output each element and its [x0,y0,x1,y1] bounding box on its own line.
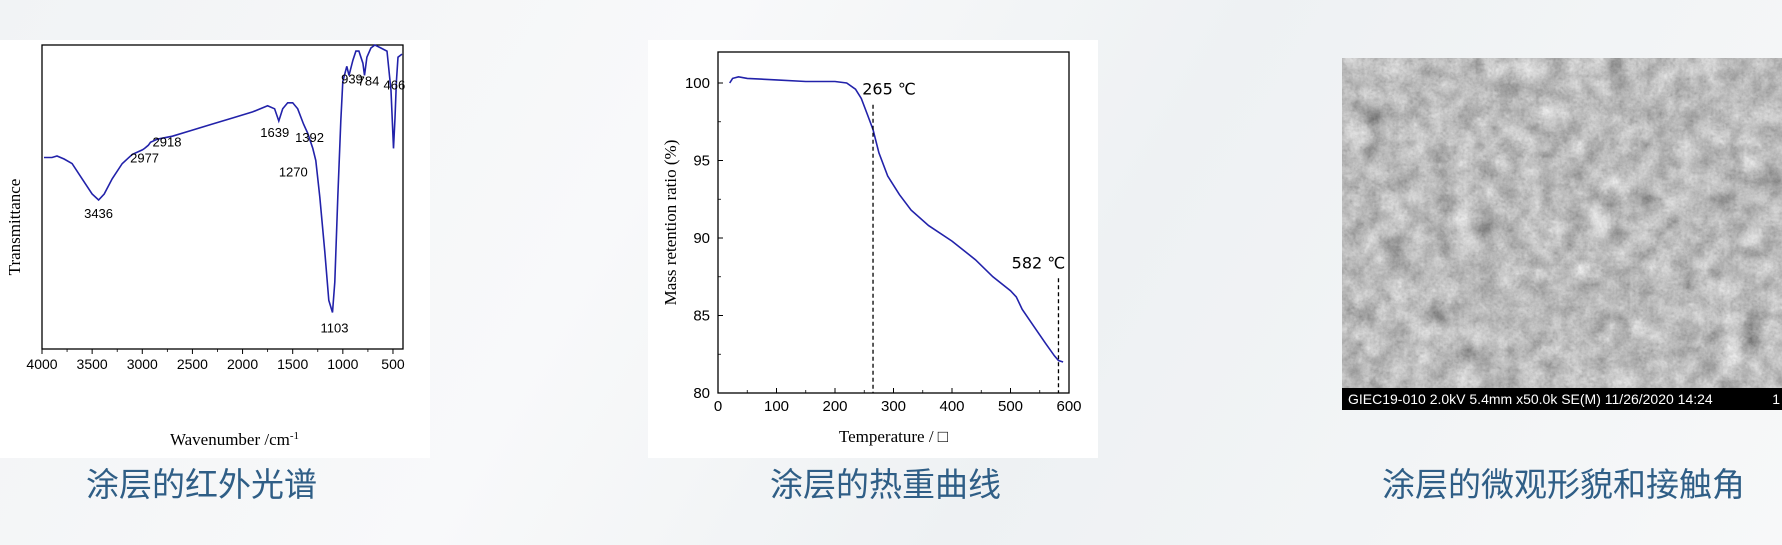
tga-x-tick-label: 600 [1056,398,1081,415]
tga-x-tick-label: 100 [764,398,789,415]
tga-y-tick-label: 85 [693,308,710,325]
tga-y-tick-label: 90 [693,230,710,247]
ir-peak-label: 1103 [321,321,349,336]
ir-peak-label: 1392 [295,130,324,145]
tga-y-axis-label: Mass retention ratio (%) [661,140,680,306]
tga-x-tick-label: 300 [881,398,906,415]
tga-y-tick-label: 80 [693,385,710,402]
ir-peak-label: 1639 [260,125,289,140]
ir-peak-label: 3436 [84,206,113,221]
ir-x-tick-label: 2500 [177,356,208,372]
tga-x-tick-label: 200 [822,398,847,415]
ir-caption: 涂层的红外光谱 [86,465,317,504]
tga-caption: 涂层的热重曲线 [770,465,1001,504]
ir-x-tick-label: 4000 [26,356,57,372]
ir-plot-frame [41,44,404,350]
sem-info-bar: GIEC19-010 2.0kV 5.4mm x50.0k SE(M) 11/2… [1342,388,1782,410]
ir-peak-label: 2977 [130,150,159,165]
tga-curve-panel: 0 100 200 300 400 500 600 80 85 90 95 100 265 ℃ 582 ℃… [648,40,1098,458]
ir-spectrum-panel: 4000 3500 3000 2500 2000 1500 1000 500 3436 2977 2… [0,40,430,458]
ir-x-axis-label-superscript: -1 [290,430,299,442]
tga-mass-curve [729,75,1064,363]
ir-spectrum-line [44,44,403,313]
tga-onset-marker-label: 582 ℃ [1012,253,1066,272]
ir-x-tick-label: 1000 [327,356,358,372]
tga-plot-frame [717,51,1070,394]
ir-x-tick-label: 1500 [277,356,308,372]
tga-x-tick-label: 0 [714,398,722,415]
ir-x-tick-label: 2000 [227,356,258,372]
sem-image-texture [1342,58,1782,388]
sem-info-text: GIEC19-010 2.0kV 5.4mm x50.0k SE(M) 11/2… [1348,391,1713,407]
ir-peak-label: 939 [341,71,363,86]
ir-peak-label: 784 [358,73,380,88]
ir-x-tick-label: 500 [381,356,405,372]
tga-x-tick-label: 400 [939,398,964,415]
ir-peak-label: 466 [384,77,406,92]
sem-micrograph: GIEC19-010 2.0kV 5.4mm x50.0k SE(M) 11/2… [1342,58,1782,410]
ir-y-axis-label: Transmittance [5,179,24,276]
ir-x-tick-label: 3500 [77,356,108,372]
tga-onset-marker-label: 265 ℃ [862,80,916,99]
tga-x-axis-label: Temperature / □ [839,427,948,446]
ir-peak-label: 2918 [153,134,182,149]
tga-y-tick-label: 95 [693,153,710,170]
tga-x-tick-label: 500 [998,398,1023,415]
tga-curve-chart: 0 100 200 300 400 500 600 80 85 90 95 100 265 ℃ 582 ℃… [661,51,1082,446]
ir-peak-label: 1270 [279,165,308,180]
ir-spectrum-chart: 4000 3500 3000 2500 2000 1500 1000 500 3436 29772… [5,44,406,449]
ir-x-tick-label: 3000 [127,356,158,372]
ir-x-axis-label: Wavenumber /cm-1 [170,430,299,449]
sem-caption: 涂层的微观形貌和接触角 [1382,465,1745,504]
sem-info-fragment: 1 [1772,391,1780,407]
tga-y-tick-label: 100 [685,75,710,92]
